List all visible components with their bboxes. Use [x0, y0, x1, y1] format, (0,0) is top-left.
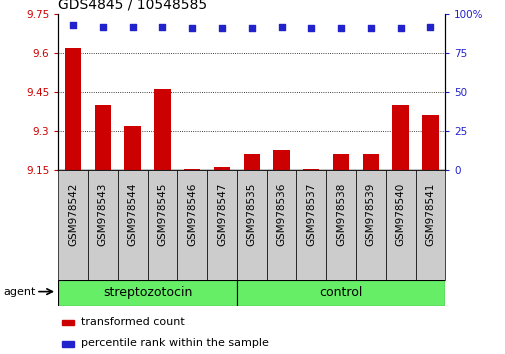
Text: control: control	[319, 286, 362, 299]
FancyBboxPatch shape	[415, 170, 444, 280]
Point	[128, 24, 136, 29]
Text: GSM978543: GSM978543	[97, 183, 108, 246]
FancyBboxPatch shape	[385, 170, 415, 280]
FancyBboxPatch shape	[236, 280, 444, 306]
FancyBboxPatch shape	[147, 170, 177, 280]
FancyBboxPatch shape	[236, 170, 266, 280]
Text: GSM978542: GSM978542	[68, 183, 78, 246]
Point	[396, 25, 404, 31]
Bar	[94, 105, 111, 170]
Point	[247, 25, 256, 31]
Bar	[362, 154, 378, 170]
Text: GSM978536: GSM978536	[276, 183, 286, 246]
Text: GSM978547: GSM978547	[217, 183, 227, 246]
Point	[188, 25, 196, 31]
FancyBboxPatch shape	[88, 170, 118, 280]
Point	[158, 24, 166, 29]
Text: GSM978545: GSM978545	[157, 183, 167, 246]
FancyBboxPatch shape	[177, 170, 207, 280]
FancyBboxPatch shape	[266, 170, 296, 280]
FancyBboxPatch shape	[296, 170, 326, 280]
Text: GSM978540: GSM978540	[395, 183, 405, 246]
Point	[426, 24, 434, 29]
Bar	[65, 48, 81, 170]
Bar	[62, 320, 74, 325]
Point	[307, 25, 315, 31]
Point	[277, 24, 285, 29]
Bar	[421, 115, 438, 170]
Point	[366, 25, 374, 31]
Bar	[124, 126, 140, 170]
Bar	[62, 341, 74, 347]
Text: GSM978541: GSM978541	[425, 183, 434, 246]
FancyBboxPatch shape	[118, 170, 147, 280]
Text: GSM978537: GSM978537	[306, 183, 316, 246]
Bar	[154, 90, 170, 170]
Bar	[332, 154, 348, 170]
Bar	[392, 105, 408, 170]
Text: percentile rank within the sample: percentile rank within the sample	[81, 338, 269, 348]
FancyBboxPatch shape	[58, 280, 236, 306]
Text: transformed count: transformed count	[81, 316, 185, 326]
Bar	[273, 150, 289, 170]
Bar	[184, 169, 200, 170]
Point	[218, 25, 226, 31]
Bar	[213, 167, 230, 170]
Text: GSM978539: GSM978539	[365, 183, 375, 246]
Bar	[243, 154, 260, 170]
Text: GSM978546: GSM978546	[187, 183, 197, 246]
FancyBboxPatch shape	[58, 170, 88, 280]
Text: GSM978538: GSM978538	[335, 183, 345, 246]
FancyBboxPatch shape	[355, 170, 385, 280]
Text: streptozotocin: streptozotocin	[103, 286, 192, 299]
FancyBboxPatch shape	[207, 170, 236, 280]
Text: GDS4845 / 10548585: GDS4845 / 10548585	[58, 0, 207, 12]
FancyBboxPatch shape	[326, 170, 355, 280]
Point	[69, 22, 77, 28]
Bar	[302, 169, 319, 170]
Point	[336, 25, 344, 31]
Text: GSM978544: GSM978544	[127, 183, 137, 246]
Text: agent: agent	[3, 287, 35, 297]
Text: GSM978535: GSM978535	[246, 183, 256, 246]
Point	[98, 24, 107, 29]
